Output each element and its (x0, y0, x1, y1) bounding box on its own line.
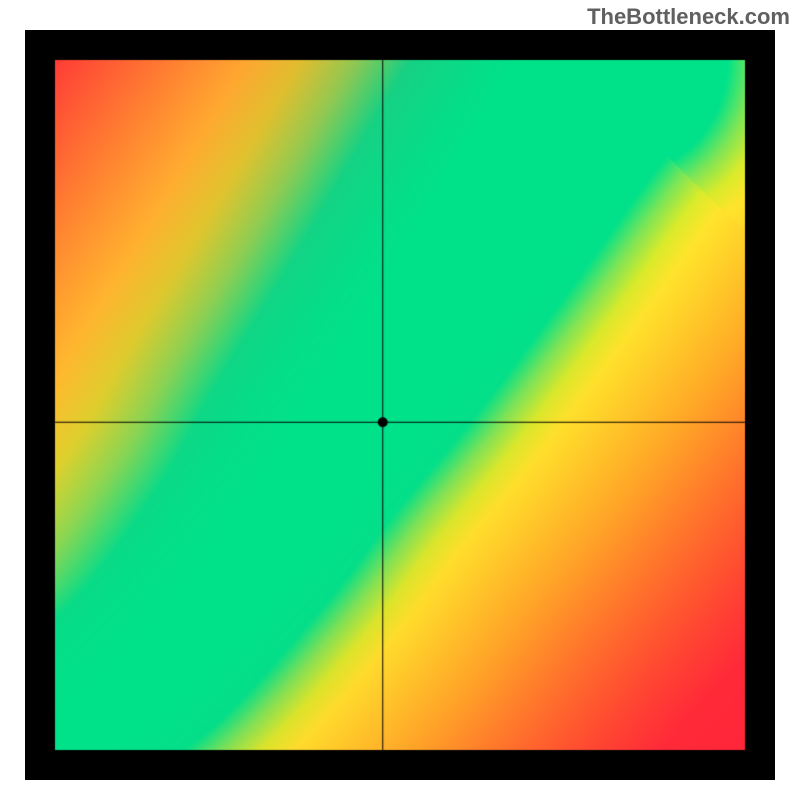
chart-frame (25, 30, 775, 780)
chart-container: TheBottleneck.com (0, 0, 800, 800)
attribution-text: TheBottleneck.com (587, 4, 790, 30)
crosshair-overlay (25, 30, 775, 780)
